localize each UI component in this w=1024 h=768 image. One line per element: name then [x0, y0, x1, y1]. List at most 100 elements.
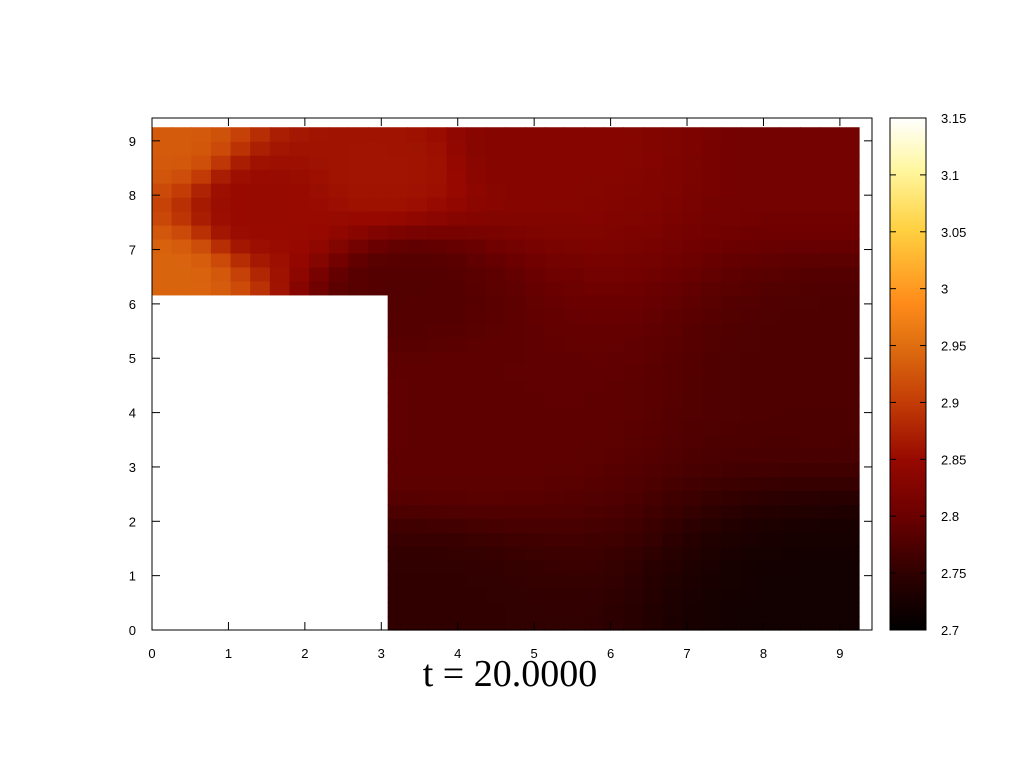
heatmap-cell — [525, 448, 546, 464]
heatmap-cell — [780, 308, 801, 324]
heatmap-cell — [701, 518, 723, 533]
heatmap-cell — [525, 462, 546, 477]
heatmap-cell — [701, 448, 723, 464]
heatmap-cell — [446, 420, 467, 436]
heatmap-cell — [662, 183, 683, 198]
heatmap-cell — [721, 462, 742, 477]
heatmap-cell — [564, 448, 585, 464]
heatmap-cell — [839, 448, 860, 464]
heatmap-cell — [368, 169, 389, 184]
heatmap-cell — [662, 155, 683, 170]
heatmap-cell — [721, 141, 742, 156]
heatmap-cell — [662, 518, 683, 533]
heatmap-cell — [623, 183, 644, 198]
heatmap-cell — [603, 476, 624, 491]
heatmap-cell — [446, 588, 467, 603]
heatmap-cell — [426, 280, 448, 296]
heatmap-cell — [760, 602, 782, 617]
heatmap-cell — [230, 238, 251, 254]
heatmap-cell — [584, 476, 605, 491]
heatmap-cell — [760, 294, 782, 310]
heatmap-cell — [505, 448, 526, 464]
heatmap-cell — [210, 252, 232, 268]
heatmap-cell — [485, 574, 507, 589]
heatmap-cell — [741, 141, 762, 156]
heatmap-cell — [250, 197, 271, 212]
heatmap-cell — [760, 392, 782, 408]
heatmap-cell — [407, 322, 428, 338]
heatmap-cell — [642, 127, 664, 142]
heatmap-cell — [839, 588, 860, 603]
heatmap-cell — [387, 574, 408, 589]
heatmap-cell — [191, 169, 212, 184]
heatmap-cell — [701, 602, 723, 617]
heatmap-cell — [721, 434, 742, 450]
heatmap-cell — [623, 280, 644, 296]
heatmap-cell — [800, 490, 821, 505]
heatmap-cell — [642, 476, 664, 491]
heatmap-cell — [466, 378, 487, 394]
heatmap-cell — [485, 183, 507, 198]
heatmap-cell — [348, 238, 369, 254]
heatmap-cell — [328, 252, 349, 268]
heatmap-cell — [662, 616, 683, 631]
heatmap-cell — [780, 183, 801, 198]
heatmap-cell — [309, 225, 330, 240]
heatmap-cell — [544, 294, 566, 310]
heatmap-cell — [741, 169, 762, 184]
heatmap-cell — [387, 546, 408, 561]
heatmap-cell — [642, 364, 664, 380]
y-tick-label: 9 — [129, 134, 136, 149]
heatmap-cell — [819, 308, 840, 324]
heatmap-cell — [328, 280, 349, 296]
heatmap-cell — [780, 448, 801, 464]
heatmap-cell — [603, 392, 624, 408]
heatmap-cell — [230, 225, 251, 240]
heatmap-cell — [642, 169, 664, 184]
heatmap-cell — [152, 183, 173, 198]
heatmap-cell — [309, 252, 330, 268]
heatmap-cell — [623, 392, 644, 408]
heatmap-cell — [544, 350, 566, 366]
heatmap-cell — [328, 169, 349, 184]
heatmap-cell — [701, 155, 723, 170]
heatmap-cell — [426, 308, 448, 324]
heatmap-cell — [780, 169, 801, 184]
colorbar-tick-label: 3.05 — [941, 225, 966, 240]
heatmap-cell — [780, 211, 801, 226]
heatmap-cell — [387, 448, 408, 464]
heatmap-cell — [682, 308, 703, 324]
heatmap-cell — [525, 546, 546, 561]
heatmap-cell — [682, 532, 703, 547]
heatmap-cell — [505, 322, 526, 338]
heatmap-cell — [584, 490, 605, 505]
heatmap-cell — [446, 616, 467, 631]
heatmap-cell — [446, 364, 467, 380]
heatmap-cell — [642, 490, 664, 505]
heatmap-cell — [466, 266, 487, 282]
heatmap-cell — [466, 476, 487, 491]
heatmap-cell — [741, 322, 762, 338]
heatmap-cell — [701, 588, 723, 603]
heatmap-cell — [328, 266, 349, 282]
heatmap-cell — [819, 406, 840, 422]
heatmap-cell — [780, 574, 801, 589]
heatmap-cell — [269, 183, 291, 198]
heatmap-cell — [839, 211, 860, 226]
heatmap-cell — [544, 392, 566, 408]
heatmap-cell — [780, 197, 801, 212]
heatmap-cell — [564, 294, 585, 310]
heatmap-cell — [780, 616, 801, 631]
heatmap-cell — [564, 434, 585, 450]
heatmap-cell — [387, 476, 408, 491]
heatmap-cell — [171, 155, 192, 170]
x-tick-label: 8 — [760, 646, 767, 661]
heatmap-cell — [485, 560, 507, 575]
heatmap-cell — [741, 197, 762, 212]
heatmap-cell — [682, 420, 703, 436]
heatmap-cell — [721, 420, 742, 436]
heatmap-cell — [741, 225, 762, 240]
heatmap-cell — [544, 378, 566, 394]
heatmap-cell — [682, 252, 703, 268]
heatmap-cell — [309, 197, 330, 212]
